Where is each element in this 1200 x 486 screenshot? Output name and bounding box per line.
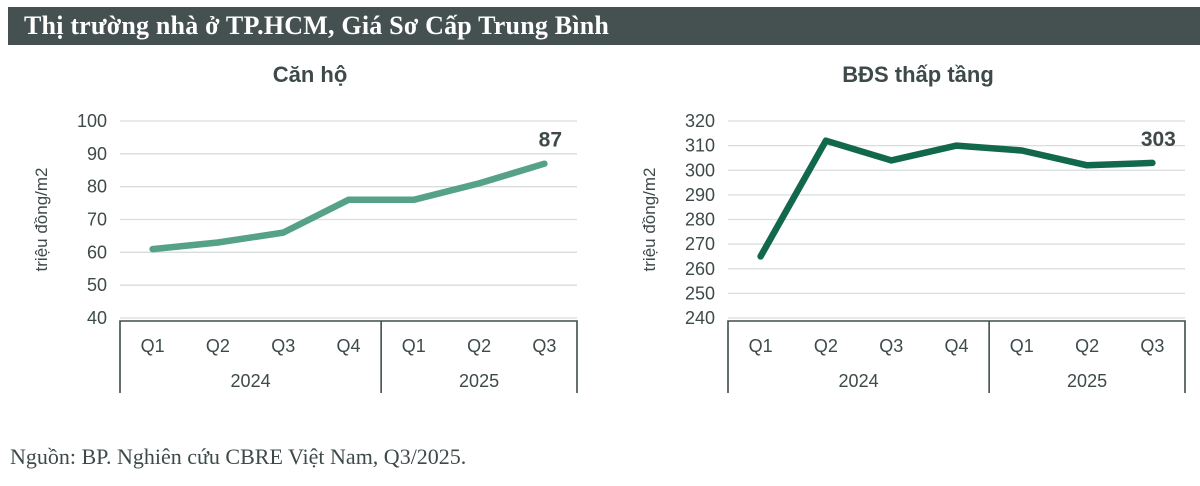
line-chart-bds-thap-tang: 320 310 300 290 280 270 260 250 240 triệu đồng/m2… (640, 111, 1186, 393)
y-tick-label: 270 (685, 234, 715, 254)
y-tick-label: 90 (87, 144, 107, 164)
chart-title-bds-thap-tang: BĐS thấp tầng (842, 62, 994, 87)
quarter-label: Q3 (532, 336, 556, 356)
y-tick-label: 100 (77, 111, 107, 131)
y-tick-label: 260 (685, 259, 715, 279)
y-tick-label: 280 (685, 210, 715, 230)
line-chart-can-ho: 100 90 80 70 60 50 40 triệu đồng/m2 2024 2025 Q1 Q2… (32, 111, 578, 393)
x-axis-box (727, 320, 1186, 393)
y-axis-label: triệu đồng/m2 (640, 168, 659, 272)
quarter-label: Q3 (879, 336, 903, 356)
y-tick-label: 240 (685, 308, 715, 328)
y-tick-label: 310 (685, 136, 715, 156)
quarter-label: Q3 (1140, 336, 1164, 356)
series-line (149, 160, 548, 253)
title-banner: Thị trường nhà ở TP.HCM, Giá Sơ Cấp Trun… (8, 7, 1200, 45)
year-label: 2024 (231, 371, 271, 391)
year-label: 2025 (1067, 371, 1107, 391)
quarter-label: Q2 (1075, 336, 1099, 356)
chart-can-ho: Căn hộ 100 90 80 70 60 50 40 triệu đồng/m2 2024 2… (25, 60, 595, 398)
end-data-label: 303 (1141, 128, 1176, 151)
y-tick-label: 250 (685, 283, 715, 303)
y-tick-label: 80 (87, 177, 107, 197)
y-axis-label: triệu đồng/m2 (32, 168, 51, 272)
y-tick-label: 50 (87, 275, 107, 295)
quarter-label: Q2 (206, 336, 230, 356)
quarter-label: Q4 (336, 336, 360, 356)
y-tick-label: 290 (685, 185, 715, 205)
y-tick-label: 70 (87, 210, 107, 230)
series-line (757, 137, 1156, 260)
chart-title-can-ho: Căn hộ (272, 62, 348, 87)
x-axis-box (119, 320, 578, 393)
quarter-label: Q4 (944, 336, 968, 356)
chart-bds-thap-tang: BĐS thấp tầng 320 310 300 290 280 270 260 250 24… (633, 60, 1200, 398)
quarter-label: Q1 (749, 336, 773, 356)
year-label: 2024 (839, 371, 879, 391)
end-data-label: 87 (539, 129, 562, 152)
y-tick-label: 40 (87, 308, 107, 328)
y-tick-label: 60 (87, 242, 107, 262)
source-note: Nguồn: BP. Nghiên cứu CBRE Việt Nam, Q3/… (10, 444, 467, 469)
quarter-label: Q2 (814, 336, 838, 356)
quarter-label: Q1 (1010, 336, 1034, 356)
year-label: 2025 (459, 371, 499, 391)
y-tick-label: 320 (685, 111, 715, 131)
quarter-label: Q1 (402, 336, 426, 356)
quarter-label: Q2 (467, 336, 491, 356)
quarter-label: Q1 (141, 336, 165, 356)
y-tick-label: 300 (685, 160, 715, 180)
page-title: Thị trường nhà ở TP.HCM, Giá Sơ Cấp Trun… (24, 11, 610, 40)
quarter-label: Q3 (271, 336, 295, 356)
